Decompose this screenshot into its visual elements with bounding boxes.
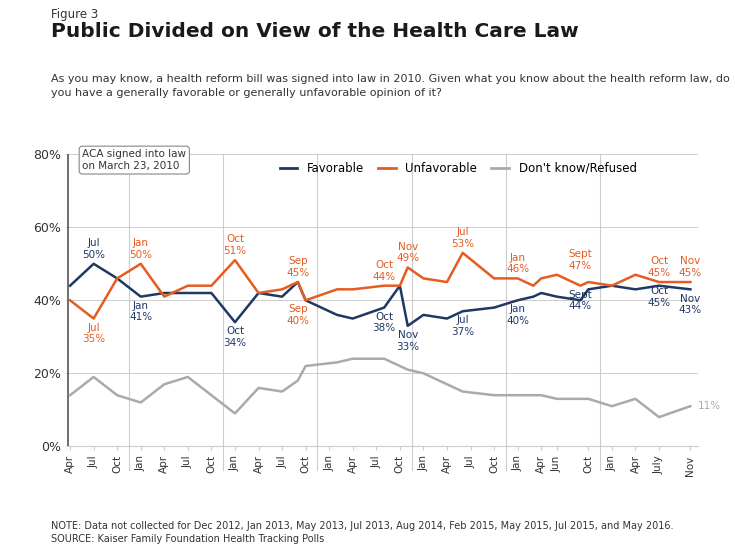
Text: Jan
46%: Jan 46% xyxy=(506,252,529,274)
Text: Oct
51%: Oct 51% xyxy=(223,234,246,256)
Text: Oct
45%: Oct 45% xyxy=(648,286,670,308)
Text: Jul
50%: Jul 50% xyxy=(82,238,105,260)
Text: Nov
49%: Nov 49% xyxy=(396,242,419,263)
Text: Oct
44%: Oct 44% xyxy=(373,260,395,282)
Text: NOTE: Data not collected for Dec 2012, Jan 2013, May 2013, Jul 2013, Aug 2014, F: NOTE: Data not collected for Dec 2012, J… xyxy=(51,521,674,544)
Text: Sept
44%: Sept 44% xyxy=(569,290,592,311)
Text: Figure 3: Figure 3 xyxy=(51,8,98,21)
Text: Sep
40%: Sep 40% xyxy=(287,305,309,326)
Text: Oct
45%: Oct 45% xyxy=(648,256,670,278)
Text: Nov
45%: Nov 45% xyxy=(679,256,702,278)
Text: Jul
53%: Jul 53% xyxy=(451,227,474,249)
Text: ACA signed into law
on March 23, 2010: ACA signed into law on March 23, 2010 xyxy=(82,149,186,171)
Text: Public Divided on View of the Health Care Law: Public Divided on View of the Health Car… xyxy=(51,22,579,41)
Text: As you may know, a health reform bill was signed into law in 2010. Given what yo: As you may know, a health reform bill wa… xyxy=(51,74,730,98)
Text: Nov
43%: Nov 43% xyxy=(679,294,702,315)
Text: Jul
35%: Jul 35% xyxy=(82,323,105,344)
Text: Jul
37%: Jul 37% xyxy=(451,315,474,337)
Text: 11%: 11% xyxy=(698,401,720,411)
Legend: Favorable, Unfavorable, Don't know/Refused: Favorable, Unfavorable, Don't know/Refus… xyxy=(275,157,641,180)
Text: Jan
50%: Jan 50% xyxy=(129,238,152,260)
Text: Oct
38%: Oct 38% xyxy=(373,312,395,333)
Text: Jan
40%: Jan 40% xyxy=(506,305,529,326)
Text: Sep
45%: Sep 45% xyxy=(286,256,309,278)
Text: Nov
33%: Nov 33% xyxy=(396,330,419,352)
Text: Oct
34%: Oct 34% xyxy=(223,326,246,348)
Text: Sept
47%: Sept 47% xyxy=(569,249,592,271)
Text: Jan
41%: Jan 41% xyxy=(129,301,152,322)
